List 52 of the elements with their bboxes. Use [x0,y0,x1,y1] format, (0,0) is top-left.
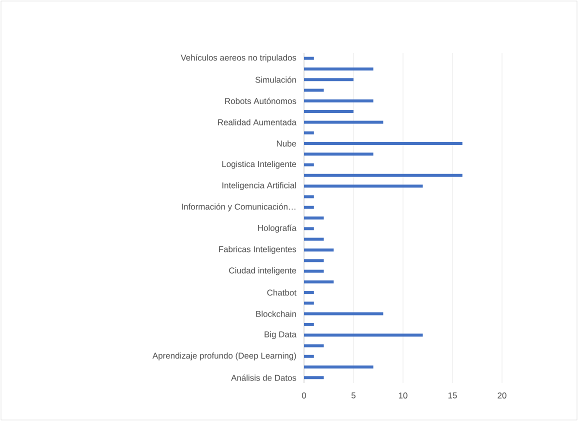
bar [304,354,314,358]
bar [304,259,324,262]
y-tick-label: Holografía [258,224,296,233]
bar [304,376,324,380]
bar [304,248,334,252]
bar [304,142,462,145]
x-tick-label: 20 [498,392,506,398]
bar [304,322,314,326]
y-tick-label: Chatbot [267,289,296,296]
x-tick-label: 10 [398,392,408,398]
x-tick-label: 5 [351,392,356,398]
bar [304,227,314,230]
y-tick-label: Nube [276,140,296,147]
bar [304,291,314,294]
y-tick-label: Vehículos aereos no tripulados [180,54,296,62]
bar [304,238,324,241]
bar [304,88,324,92]
y-tick-label: Robots Autónomos [225,98,296,104]
bar [304,344,324,348]
bar [304,120,384,124]
y-tick-label: Aprendizaje profundo (Deep Learning) [152,352,296,360]
x-tick-label: 15 [448,392,457,398]
bar [304,67,374,70]
bar [304,302,314,305]
y-tick-label: Blockchain [256,310,296,317]
bar [304,184,423,188]
y-tick-label: Análisis de Datos [231,374,296,381]
bar [304,131,314,134]
bar [304,334,423,337]
x-tick-label: 0 [302,392,306,398]
y-tick-label: Big Data [264,331,296,340]
y-tick-label: Simulación [255,76,296,83]
bar [304,216,324,220]
y-tick-label: Fabricas Inteligentes [219,246,296,254]
bar [304,78,354,82]
bar [304,99,374,102]
y-tick-label: Realidad Aumentada [218,119,296,126]
bar [304,152,374,156]
bar [304,312,384,316]
bar [304,195,314,198]
y-tick-label: Inteligencia Artificial [222,182,296,190]
y-tick-label: Ciudad inteligente [229,267,296,276]
bar [304,174,462,177]
bar [304,280,334,284]
bar [304,270,324,273]
bar [304,56,314,60]
y-tick-label: Información y Comunicación… [182,203,296,212]
y-tick-label: Logistica Inteligente [222,160,296,169]
bar [304,366,374,369]
bar [304,206,314,209]
bar [304,110,354,114]
bar [304,163,314,166]
